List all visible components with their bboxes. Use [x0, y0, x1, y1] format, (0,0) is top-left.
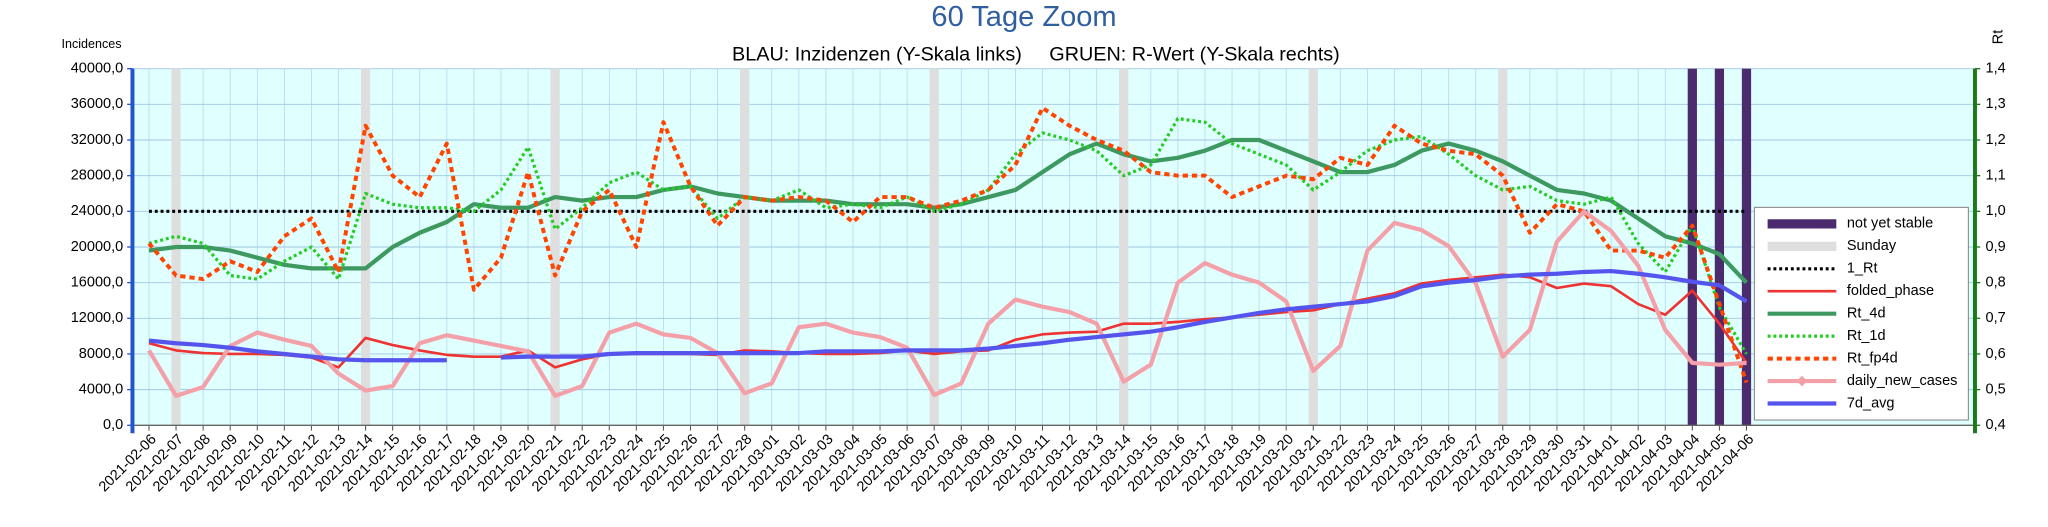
bar: [1687, 68, 1697, 426]
legend-label: Rt_1d: [1847, 328, 1886, 344]
bar: [1308, 68, 1318, 426]
line-series: [148, 117, 1748, 355]
line-series: [148, 268, 1748, 363]
legend-label: Rt_4d: [1847, 306, 1886, 322]
y-tick-label: 16000,0: [71, 274, 123, 290]
bar: [360, 68, 371, 426]
y2-tick-label: 0,9: [1986, 239, 2006, 255]
line-series: [147, 209, 1747, 398]
legend-label: Rt_fp4d: [1847, 350, 1898, 366]
y-tick-label: 0,0: [103, 417, 123, 433]
y2-tick-label: 1,4: [1986, 61, 2006, 77]
y-tick-label: 40000,0: [71, 61, 123, 77]
bar: [550, 68, 560, 426]
bar: [740, 68, 750, 426]
legend-label: folded_phase: [1847, 283, 1934, 299]
legend-marker: [1796, 375, 1808, 387]
chart-subtitle: BLAU: Inzidenzen (Y-Skala links) GRUEN: …: [732, 44, 1340, 66]
legend-label: daily_new_cases: [1847, 373, 1958, 389]
legend: not yet stable Sunday 1_Rt folded_phase Rt_4…: [1753, 206, 1969, 421]
legend-label: Sunday: [1847, 238, 1897, 254]
y-tick-label: 12000,0: [71, 310, 123, 326]
y-tick-label: 36000,0: [71, 96, 123, 112]
chart-title: 60 Tage Zoom: [931, 1, 1116, 33]
y2-tick-label: 0,4: [1986, 417, 2006, 433]
legend-swatch: [1767, 241, 1837, 251]
legend-label: 1_Rt: [1847, 261, 1878, 277]
y-axis-label: Incidences: [62, 37, 122, 51]
bar: [929, 68, 939, 426]
y2-tick-label: 0,8: [1986, 274, 2006, 290]
legend-label: not yet stable: [1847, 216, 1933, 232]
y-tick-label: 32000,0: [71, 132, 123, 148]
legend-label: 7d_avg: [1847, 395, 1895, 411]
y2-tick-label: 1,2: [1986, 132, 2006, 148]
y2-tick-label: 1,1: [1986, 167, 2006, 183]
y2-tick-label: 0,5: [1986, 381, 2006, 397]
y-tick-label: 24000,0: [71, 203, 123, 219]
y2-tick-label: 1,0: [1986, 203, 2006, 219]
y-tick-label: 8000,0: [79, 346, 123, 362]
bar: [1498, 68, 1508, 426]
bar: [1741, 68, 1752, 426]
y-tick-label: 20000,0: [71, 239, 123, 255]
line-series: [147, 105, 1749, 384]
legend-swatch: [1767, 219, 1837, 229]
y2-tick-label: 0,7: [1986, 310, 2006, 326]
y-tick-label: 28000,0: [71, 167, 123, 183]
y2-tick-label: 1,3: [1986, 96, 2006, 112]
y2-axis-label: Rt: [1991, 30, 2007, 45]
y2-tick-label: 0,6: [1986, 346, 2006, 362]
y-tick-label: 4000,0: [79, 381, 123, 397]
bar: [1714, 68, 1725, 426]
bar: [1119, 68, 1129, 426]
